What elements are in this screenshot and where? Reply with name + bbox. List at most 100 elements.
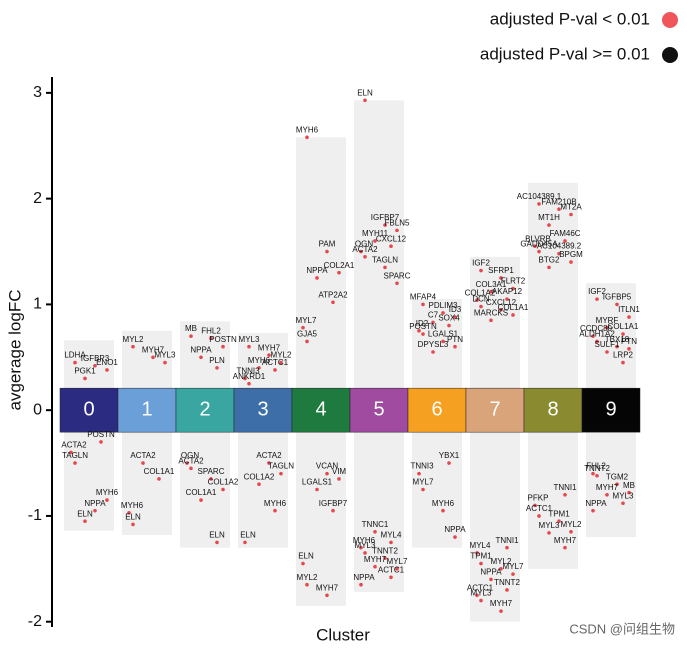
- gene-point: [627, 347, 631, 351]
- gene-label: IGFBP3: [81, 354, 110, 363]
- gene-label: MYL2: [561, 520, 582, 529]
- gene-point: [621, 360, 625, 365]
- range-band: [180, 321, 230, 548]
- gene-label: NPPA: [585, 499, 607, 508]
- cluster-label: 5: [373, 398, 384, 420]
- gene-label: POSTN: [87, 430, 115, 439]
- gene-label: DCN: [472, 295, 490, 304]
- gene-label: FLRT2: [501, 277, 526, 286]
- gene-point: [325, 249, 329, 254]
- gene-label: ID3: [449, 305, 462, 314]
- gene-label: TNNI1: [553, 483, 577, 492]
- gene-point: [479, 268, 483, 273]
- gene-label: SULF1: [595, 340, 620, 349]
- gene-point: [417, 471, 421, 476]
- gene-label: CXCL12: [486, 298, 517, 307]
- gene-label: ENO1: [96, 358, 118, 367]
- gene-label: PLN: [209, 356, 225, 365]
- cluster-label: 9: [605, 398, 616, 420]
- gene-point: [359, 249, 363, 254]
- gene-point: [189, 466, 193, 471]
- gene-label: ACTA2: [256, 451, 282, 460]
- gene-label: BTG2: [539, 255, 560, 264]
- gene-point: [489, 289, 493, 294]
- gene-point: [595, 473, 599, 478]
- gene-point: [221, 344, 225, 349]
- gene-point: [69, 450, 73, 455]
- gene-label: ACTC1: [378, 565, 405, 574]
- gene-point: [93, 363, 97, 368]
- cluster-tile: [465, 387, 525, 433]
- gene-point: [301, 561, 305, 566]
- gene-point: [141, 461, 145, 465]
- gene-label: ELN: [77, 509, 93, 518]
- gene-point: [267, 461, 271, 465]
- cluster-label: 6: [431, 398, 442, 420]
- gene-label: MYL3: [471, 589, 492, 598]
- gene-label: COL1A1: [186, 488, 217, 497]
- gene-point: [267, 353, 271, 357]
- gene-point: [595, 339, 599, 344]
- gene-label: MARCKS: [474, 308, 508, 317]
- gene-point: [315, 276, 319, 280]
- gene-label: YBX1: [439, 451, 460, 460]
- gene-label: ACTC1: [526, 504, 553, 513]
- gene-point: [105, 368, 109, 372]
- gene-label: ELN: [240, 530, 256, 539]
- gene-point: [511, 572, 515, 576]
- gene-point: [215, 366, 219, 370]
- gene-label: ITLN1: [618, 305, 640, 314]
- gene-label: TNNC1: [362, 520, 389, 529]
- gene-point: [257, 482, 261, 487]
- cluster-tile: [523, 387, 583, 433]
- gene-point: [257, 366, 261, 370]
- gene-label: ELN: [357, 88, 373, 97]
- gene-point: [305, 135, 309, 140]
- range-band: [122, 330, 172, 535]
- gene-label: TAGLN: [372, 255, 398, 264]
- gene-point: [453, 315, 457, 319]
- gene-label: FAM210B: [541, 197, 576, 206]
- gene-label: COL1A2: [244, 472, 275, 481]
- gene-label: MYL2: [123, 335, 144, 344]
- gene-point: [627, 315, 631, 319]
- gene-point: [363, 551, 367, 555]
- gene-point: [595, 297, 599, 301]
- gene-point: [605, 350, 609, 354]
- gene-point: [221, 487, 225, 492]
- legend-swatch: [662, 12, 678, 28]
- gene-point: [621, 332, 625, 336]
- gene-point: [131, 522, 135, 527]
- gene-label: VCAN: [316, 462, 338, 471]
- gene-label: ELN: [298, 552, 314, 561]
- gene-label: MB: [185, 324, 197, 333]
- gene-label: TAGLN: [268, 462, 294, 471]
- gene-point: [83, 519, 87, 524]
- gene-point: [279, 471, 283, 476]
- gene-point: [479, 598, 483, 603]
- gene-label: MYH11: [362, 229, 389, 238]
- cluster-tile: [233, 387, 293, 433]
- gene-label: MYL7: [413, 478, 434, 487]
- gene-point: [479, 561, 483, 566]
- gene-point: [363, 98, 367, 103]
- gene-point: [305, 582, 309, 587]
- gene-point: [73, 461, 77, 465]
- gene-label: IGFBP5: [603, 293, 632, 302]
- gene-point: [331, 300, 335, 305]
- gene-point: [395, 567, 399, 571]
- cluster-tile: [175, 387, 235, 433]
- y-tick-label: -2: [28, 613, 42, 630]
- gene-point: [533, 244, 537, 249]
- gene-label: PTN: [621, 337, 637, 346]
- gene-label: MYL3: [539, 521, 560, 530]
- cluster-label: 2: [199, 398, 210, 420]
- gene-label: ACTC1: [467, 583, 494, 592]
- gene-label: MYH6: [248, 356, 271, 365]
- gene-point: [383, 556, 387, 561]
- gene-point: [499, 276, 503, 280]
- gene-point: [273, 508, 277, 513]
- gene-point: [441, 339, 445, 344]
- gene-point: [189, 334, 193, 338]
- gene-label: IGF2: [588, 287, 606, 296]
